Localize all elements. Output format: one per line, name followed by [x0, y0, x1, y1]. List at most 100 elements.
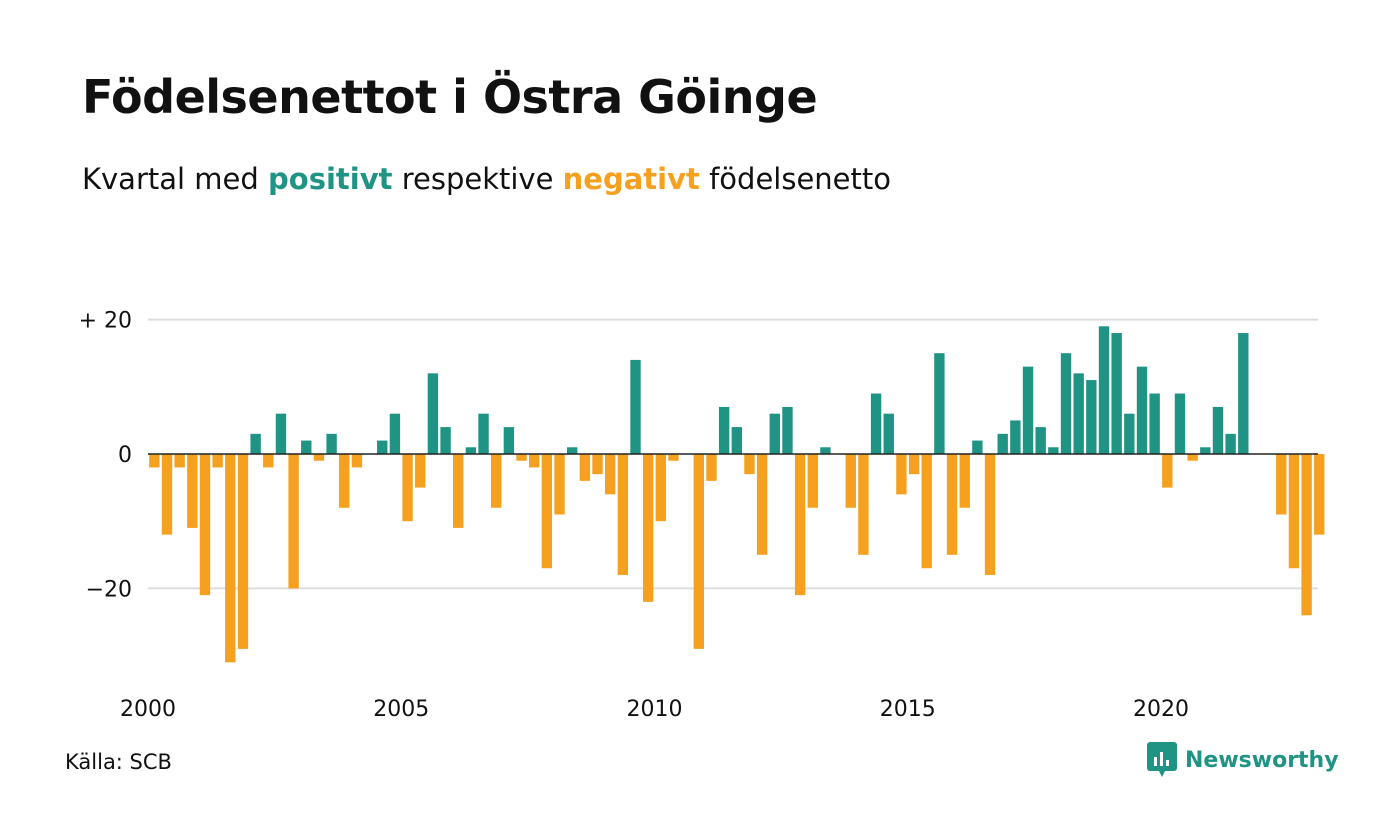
bar-negative [415, 454, 426, 488]
bar-positive [1035, 427, 1046, 454]
chart-subtitle: Kvartal med positivt respektive negativt… [82, 162, 891, 196]
bar-positive [389, 413, 401, 454]
bar-negative [908, 454, 920, 475]
bar-negative [959, 454, 970, 508]
y-tick-label: 0 [118, 443, 132, 468]
bar-positive [997, 433, 1008, 454]
bar-negative [288, 454, 299, 589]
x-tick-label: 2010 [626, 697, 682, 722]
bar-positive [972, 440, 983, 454]
bar-negative [237, 454, 249, 649]
bar-negative [946, 454, 958, 555]
bar-positive [1124, 413, 1135, 454]
bar-negative [858, 454, 869, 555]
bar-negative [1162, 454, 1173, 488]
bar-positive [465, 447, 477, 454]
bar-negative [744, 454, 755, 475]
bar-positive [1149, 393, 1160, 454]
bar-negative [174, 454, 185, 468]
bar-negative [655, 454, 667, 522]
subtitle-middle: respektive [392, 162, 563, 196]
bar-positive [731, 427, 742, 454]
bar-negative [225, 454, 236, 663]
bar-positive [870, 393, 882, 454]
x-tick-label: 2000 [120, 697, 176, 722]
bar-positive [567, 447, 578, 454]
bar-negative [161, 454, 173, 535]
bar-positive [478, 413, 489, 454]
bar-positive [503, 427, 515, 454]
bar-negative [794, 454, 806, 596]
source-note: Källa: SCB [65, 750, 172, 774]
bar-positive [1086, 380, 1097, 454]
bar-positive [427, 373, 439, 454]
bar-negative [807, 454, 818, 508]
bar-negative [706, 454, 717, 481]
bar-positive [630, 359, 641, 454]
y-tick-label: + 20 [79, 309, 132, 334]
bar-negative [579, 454, 591, 481]
bar-positive [1212, 406, 1224, 454]
bar-positive [1200, 447, 1211, 454]
bar-positive [1010, 420, 1021, 454]
bar-positive [1174, 393, 1186, 454]
bar-negative [642, 454, 654, 602]
bar-negative [693, 454, 704, 649]
bar-negative [402, 454, 413, 522]
subtitle-suffix: födelsenetto [699, 162, 891, 196]
bar-positive [1238, 333, 1249, 454]
bar-negative [199, 454, 211, 596]
y-tick-label: −20 [86, 577, 132, 602]
bar-negative [845, 454, 856, 508]
bar-positive [440, 427, 451, 454]
bar-positive [934, 353, 945, 454]
bar-negative [1276, 454, 1287, 515]
bar-positive [718, 406, 730, 454]
bar-positive [883, 413, 894, 454]
bar-negative [1301, 454, 1312, 616]
subtitle-prefix: Kvartal med [82, 162, 269, 196]
bar-positive [326, 433, 337, 454]
bar-positive [1060, 353, 1072, 454]
bar-positive [377, 440, 388, 454]
bar-positive [1136, 366, 1148, 454]
bar-positive [1111, 333, 1122, 454]
bar-positive [820, 447, 831, 454]
bar-positive [1022, 366, 1034, 454]
chart-title: Födelsenettot i Östra Göinge [82, 70, 818, 124]
bar-positive [301, 440, 312, 454]
brand-logo: Newsworthy [1147, 742, 1339, 778]
bar-negative [617, 454, 629, 575]
bar-positive [769, 413, 780, 454]
bar-negative [516, 454, 527, 461]
bar-positive [1073, 373, 1084, 454]
bar-positive [275, 413, 287, 454]
bar-negative [351, 454, 363, 468]
brand-name: Newsworthy [1185, 747, 1339, 773]
bar-chart: + 20 0 −20 2000 2005 2010 2015 2020 [79, 309, 1325, 722]
bar-negative [541, 454, 553, 569]
bar-negative [984, 454, 996, 575]
x-tick-label: 2005 [373, 697, 429, 722]
bar-negative [149, 454, 160, 468]
bar-negative [263, 454, 274, 468]
bar-negative [529, 454, 540, 468]
bar-negative [313, 454, 325, 461]
bar-negative [921, 454, 932, 569]
bar-negative [756, 454, 768, 555]
bar-negative [453, 454, 464, 528]
bar-positive [1048, 447, 1059, 454]
bar-negative [554, 454, 565, 515]
bar-positive [1098, 326, 1110, 454]
bar-negative [1288, 454, 1300, 569]
bar-negative [592, 454, 603, 475]
bar-negative [1314, 454, 1325, 535]
bar-negative [896, 454, 907, 495]
x-tick-label: 2015 [880, 697, 936, 722]
bar-positive [1225, 433, 1236, 454]
x-tick-label: 2020 [1133, 697, 1189, 722]
subtitle-positive: positivt [268, 162, 393, 196]
bar-negative [339, 454, 350, 508]
bar-negative [1187, 454, 1198, 461]
bar-negative [212, 454, 223, 468]
